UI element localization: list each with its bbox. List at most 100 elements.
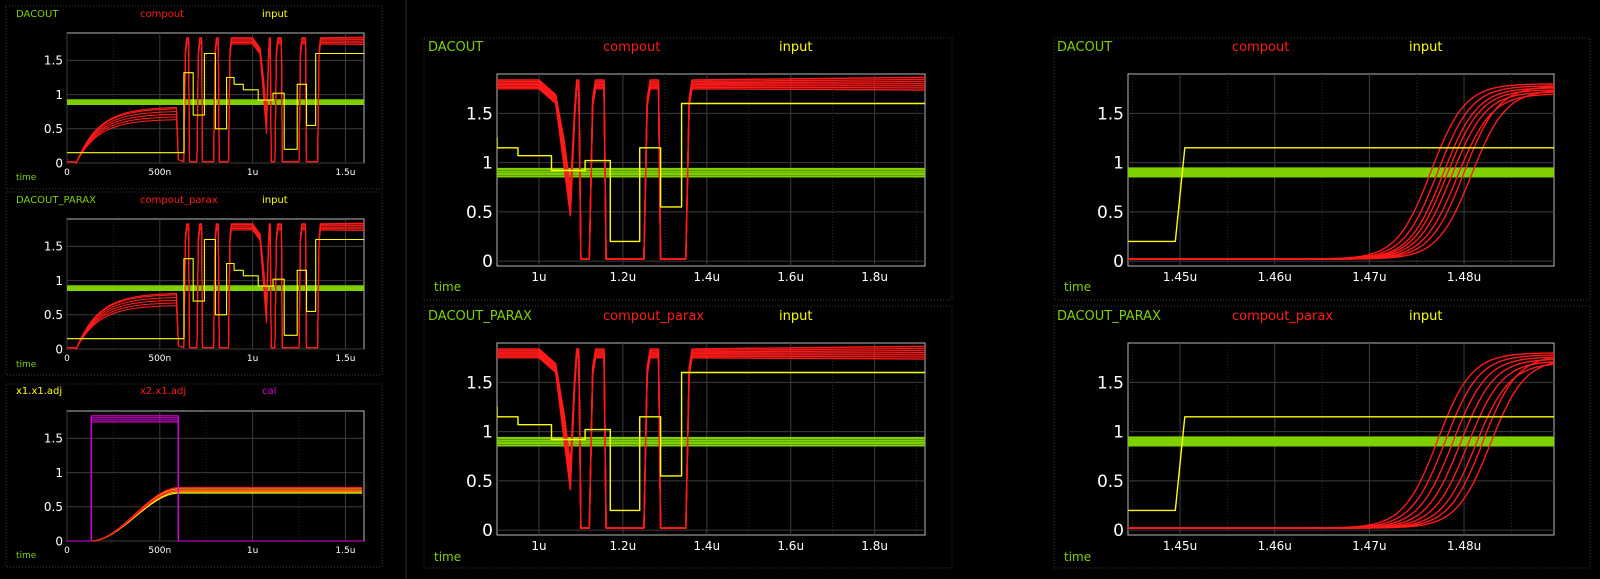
legend-label: DACOUT_PARAX [428, 309, 532, 324]
plot-traces [497, 76, 925, 260]
x-tick-label: 1u [531, 270, 546, 284]
x-tick-label: 500n [148, 354, 171, 364]
chart-mid-2: DACOUT_PARAX compout_parax input time 1u 1.2u… [423, 305, 953, 569]
chart-frame [1053, 37, 1591, 301]
x-tick-label: 1.6u [777, 539, 804, 553]
legend-label: x1.x1.adj [16, 386, 62, 397]
y-tick-label: 0.5 [466, 472, 493, 492]
plot-traces [67, 36, 364, 164]
chart-right-1: DACOUT compout input time 1.45u 1.46u 1.47u 1.4… [1053, 37, 1591, 301]
x-tick-label: 1.8u [861, 270, 888, 284]
plot-traces [67, 222, 364, 350]
y-tick-label: 1 [482, 154, 493, 174]
x-tick-label: 1.46u [1258, 539, 1292, 553]
series-input-trace [497, 102, 925, 243]
legend-label: input [262, 9, 288, 20]
y-tick-label: 0.5 [1097, 203, 1124, 223]
y-tick-label: 0.5 [1097, 472, 1124, 492]
x-tick-label: 1.46u [1258, 270, 1292, 284]
legend-label: input [1409, 309, 1442, 324]
y-tick-label: 1 [55, 88, 63, 102]
time-label: time [16, 173, 37, 183]
x-tick-label: 1u [531, 539, 546, 553]
series-input-trace [1128, 416, 1554, 512]
y-tick-label: 1.5 [44, 432, 63, 446]
series-compout-trace [1128, 362, 1554, 529]
x-tick-label: 1.5u [335, 546, 355, 556]
time-label: time [434, 550, 461, 564]
x-tick-label: 1u [247, 354, 258, 364]
x-tick-label: 1.8u [861, 539, 888, 553]
chart-frame [5, 383, 383, 568]
x-tick-label: 1.4u [693, 539, 720, 553]
legend-label: cal [262, 386, 276, 397]
y-tick-label: 0.5 [44, 122, 63, 136]
y-tick-label: 1.5 [1097, 374, 1124, 394]
y-tick-label: 1.5 [1097, 105, 1124, 125]
plot-traces [497, 345, 925, 529]
y-tick-label: 1.5 [466, 105, 493, 125]
legend-label: compout [603, 40, 660, 55]
x-tick-label: 1.47u [1352, 539, 1386, 553]
chart-right-2: DACOUT_PARAX compout_parax input time 1.45u 1… [1053, 305, 1591, 569]
y-tick-label: 1 [55, 466, 63, 480]
series-compout-trace [67, 222, 364, 350]
time-label: time [434, 280, 461, 294]
legend-label: compout_parax [603, 309, 704, 324]
time-label: time [16, 551, 37, 561]
legend-label: DACOUT [1057, 40, 1112, 55]
chart-small-1: DACOUT compout input time 0 500n 1u 1.5u 0 0.5 1 1.… [5, 5, 383, 190]
series-adj-trace [67, 490, 363, 542]
plot-traces [67, 415, 364, 542]
y-tick-label: 1 [55, 274, 63, 288]
y-tick-label: 0.5 [466, 203, 493, 223]
series-input-trace [497, 371, 925, 512]
chart-small-3: x1.x1.adj x2.x1.adj cal time 0 500n 1u 1.5u 0 0.5… [5, 383, 383, 568]
x-tick-label: 0 [64, 168, 70, 178]
y-tick-label: 0 [1113, 252, 1124, 272]
x-tick-label: 1u [247, 546, 258, 556]
legend-label: compout_parax [1232, 309, 1333, 324]
series-compout-trace [497, 76, 925, 260]
y-tick-label: 0 [482, 521, 493, 541]
y-tick-label: 1.5 [44, 240, 63, 254]
series-compout-trace [497, 345, 925, 529]
series-compout-trace [67, 36, 364, 164]
x-tick-label: 1u [247, 168, 258, 178]
legend-label: input [262, 195, 288, 206]
y-tick-label: 1 [1113, 423, 1124, 443]
plot-traces [1128, 352, 1554, 529]
legend-label: DACOUT [16, 9, 59, 20]
legend-label: compout [140, 9, 184, 20]
x-tick-label: 500n [148, 168, 171, 178]
chart-frame [423, 37, 953, 301]
y-tick-label: 0.5 [44, 500, 63, 514]
x-tick-label: 1.4u [693, 270, 720, 284]
x-tick-label: 1.48u [1447, 539, 1481, 553]
x-tick-label: 1.48u [1447, 270, 1481, 284]
x-tick-label: 1.6u [777, 270, 804, 284]
x-tick-label: 1.5u [335, 168, 355, 178]
legend-label: input [779, 40, 812, 55]
chart-mid-1: DACOUT compout input time 1u 1.2u 1.4u 1.6u 1.8u… [423, 37, 953, 301]
x-tick-label: 1.45u [1163, 270, 1197, 284]
plot-traces [1128, 83, 1554, 260]
y-tick-label: 1.5 [44, 54, 63, 68]
x-tick-label: 1.45u [1163, 539, 1197, 553]
legend-label: input [779, 309, 812, 324]
chart-frame [1053, 305, 1591, 569]
y-tick-label: 0 [55, 156, 63, 170]
legend-label: input [1409, 40, 1442, 55]
x-tick-label: 0 [64, 354, 70, 364]
x-tick-label: 500n [148, 546, 171, 556]
y-tick-label: 1 [482, 423, 493, 443]
chart-frame [5, 191, 383, 376]
y-tick-label: 0 [55, 342, 63, 356]
time-label: time [1064, 550, 1091, 564]
legend-label: compout_parax [140, 195, 218, 206]
series-input-trace [67, 238, 364, 340]
y-tick-label: 0 [482, 252, 493, 272]
y-tick-label: 1 [1113, 154, 1124, 174]
legend-label: DACOUT_PARAX [16, 195, 96, 206]
